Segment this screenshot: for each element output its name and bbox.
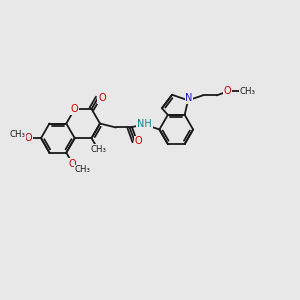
Text: CH₃: CH₃ — [239, 87, 256, 96]
Text: CH₃: CH₃ — [91, 145, 106, 154]
Text: NH: NH — [137, 118, 152, 128]
Text: CH₃: CH₃ — [74, 165, 90, 174]
Text: O: O — [71, 104, 79, 114]
Text: O: O — [224, 86, 232, 96]
Text: O: O — [135, 136, 142, 146]
Text: N: N — [185, 93, 193, 103]
Text: CH₃: CH₃ — [10, 130, 26, 139]
Text: O: O — [69, 159, 76, 169]
Text: O: O — [98, 93, 106, 103]
Text: O: O — [24, 133, 32, 143]
